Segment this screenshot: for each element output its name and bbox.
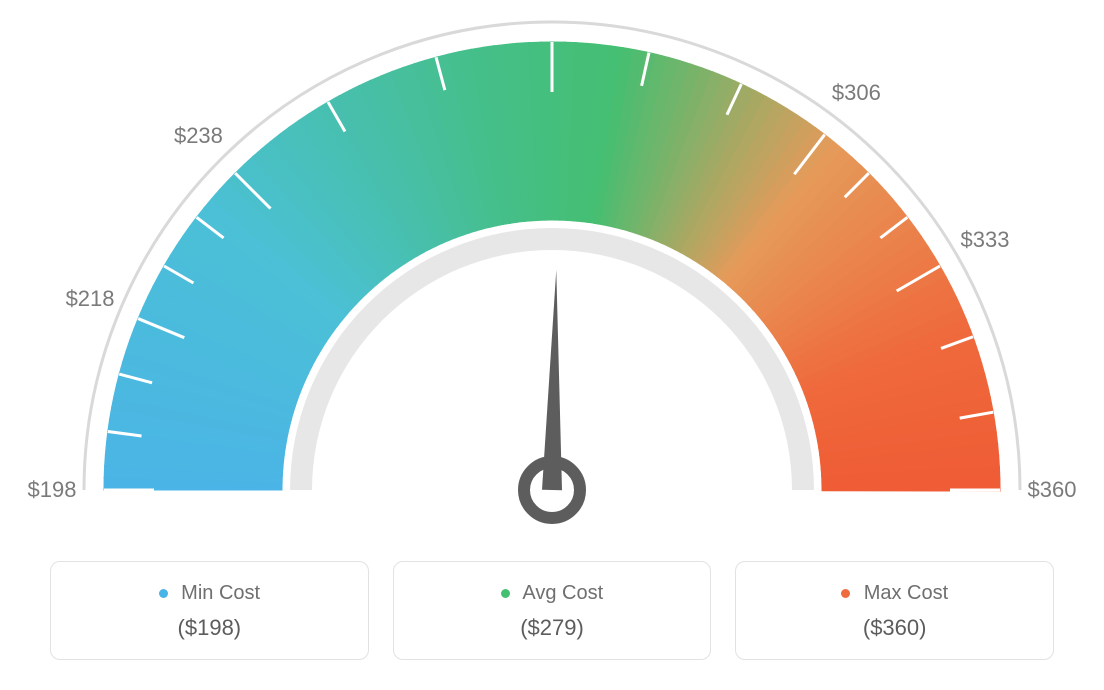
max-cost-card: Max Cost ($360)	[735, 561, 1054, 660]
gauge-tick-label: $360	[1028, 477, 1077, 503]
gauge-tick-label: $218	[66, 286, 115, 312]
avg-cost-card: Avg Cost ($279)	[393, 561, 712, 660]
gauge-tick-label: $198	[28, 477, 77, 503]
avg-cost-value: ($279)	[404, 615, 701, 641]
max-cost-title: Max Cost	[746, 582, 1043, 605]
max-cost-value: ($360)	[746, 615, 1043, 641]
avg-cost-label: Avg Cost	[522, 582, 603, 604]
gauge: $198 $218 $238 $279 $306 $333 $360	[0, 0, 1104, 560]
gauge-tick-label: $279	[528, 0, 577, 3]
summary-cards: Min Cost ($198) Avg Cost ($279) Max Cost…	[50, 561, 1054, 660]
min-cost-card: Min Cost ($198)	[50, 561, 369, 660]
gauge-chart-container: $198 $218 $238 $279 $306 $333 $360 Min Cost ($…	[0, 0, 1104, 690]
gauge-tick-label: $306	[832, 80, 881, 106]
max-cost-label: Max Cost	[864, 582, 948, 604]
max-dot-icon	[841, 589, 850, 598]
gauge-tick-label: $333	[961, 227, 1010, 253]
gauge-tick-label: $238	[174, 123, 223, 149]
min-dot-icon	[159, 589, 168, 598]
avg-cost-title: Avg Cost	[404, 582, 701, 605]
avg-dot-icon	[501, 589, 510, 598]
min-cost-title: Min Cost	[61, 582, 358, 605]
gauge-svg	[0, 0, 1104, 560]
min-cost-label: Min Cost	[181, 582, 260, 604]
min-cost-value: ($198)	[61, 615, 358, 641]
